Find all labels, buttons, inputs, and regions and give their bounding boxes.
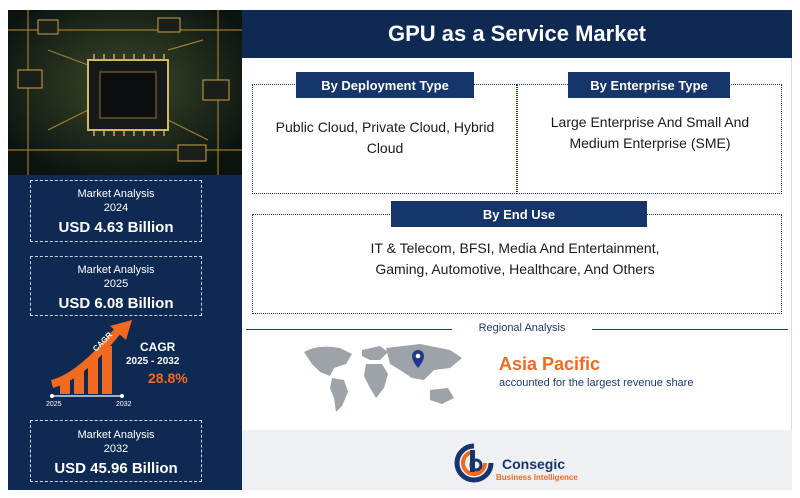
regional-divider-left xyxy=(246,329,452,330)
market-2025-year: 2025 xyxy=(103,278,129,290)
location-pin-icon xyxy=(412,350,424,368)
market-2032-year: 2032 xyxy=(103,443,129,455)
enterprise-box xyxy=(517,84,782,194)
market-2025-label: Market Analysis xyxy=(77,264,155,276)
cagr-growth-graphic: CAGR 2025 2032 xyxy=(46,320,132,408)
consegic-logo-icon xyxy=(454,443,494,483)
cagr-arrow xyxy=(50,325,124,388)
brand-tagline: Business Intelligence xyxy=(496,473,578,482)
market-2032-value: USD 45.96 Billion xyxy=(54,460,178,477)
arrow-head-icon xyxy=(110,320,132,340)
cagr-axis-end: 2032 xyxy=(116,401,132,408)
market-2024-year: 2024 xyxy=(103,202,129,214)
cagr-bar-4 xyxy=(102,346,112,394)
regional-analysis-label: Regional Analysis xyxy=(478,322,566,334)
end-use-text: IT & Telecom, BFSI, Media And Entertainm… xyxy=(370,240,660,277)
market-2024-label: Market Analysis xyxy=(77,188,155,200)
cagr-years: 2025 - 2032 xyxy=(126,356,180,367)
enterprise-text: Large Enterprise And Small And Medium En… xyxy=(550,114,750,151)
cagr-bar-1 xyxy=(60,380,70,394)
cagr-value: 28.8% xyxy=(148,370,188,386)
end-use-heading: By End Use xyxy=(391,201,647,227)
world-map-icon xyxy=(304,344,462,412)
deployment-text: Public Cloud, Private Cloud, Hybrid Clou… xyxy=(275,119,495,156)
market-2032-label: Market Analysis xyxy=(77,429,155,441)
market-2032-box: Market Analysis 2032 USD 45.96 Billion xyxy=(30,420,202,482)
market-2024-value: USD 4.63 Billion xyxy=(58,219,174,236)
circuit-board-image xyxy=(8,10,242,175)
cagr-bar-2 xyxy=(74,370,84,394)
cagr-bar-3 xyxy=(88,358,98,394)
page-title: GPU as a Service Market xyxy=(242,10,792,58)
enterprise-heading: By Enterprise Type xyxy=(568,72,730,98)
market-2025-box: Market Analysis 2025 USD 6.08 Billion xyxy=(30,256,202,316)
brand-name: Consegic xyxy=(502,456,566,472)
region-name: Asia Pacific xyxy=(499,354,601,374)
footer xyxy=(242,430,792,490)
deployment-heading: By Deployment Type xyxy=(296,72,474,98)
cagr-title: CAGR xyxy=(140,340,176,354)
end-use-box xyxy=(252,214,782,314)
market-2025-value: USD 6.08 Billion xyxy=(58,295,174,312)
region-description: accounted for the largest revenue share xyxy=(499,377,694,389)
cagr-axis-start: 2025 xyxy=(46,401,62,408)
market-2024-box: Market Analysis 2024 USD 4.63 Billion xyxy=(30,180,202,242)
regional-divider-right xyxy=(592,329,788,330)
left-panel xyxy=(8,10,242,490)
